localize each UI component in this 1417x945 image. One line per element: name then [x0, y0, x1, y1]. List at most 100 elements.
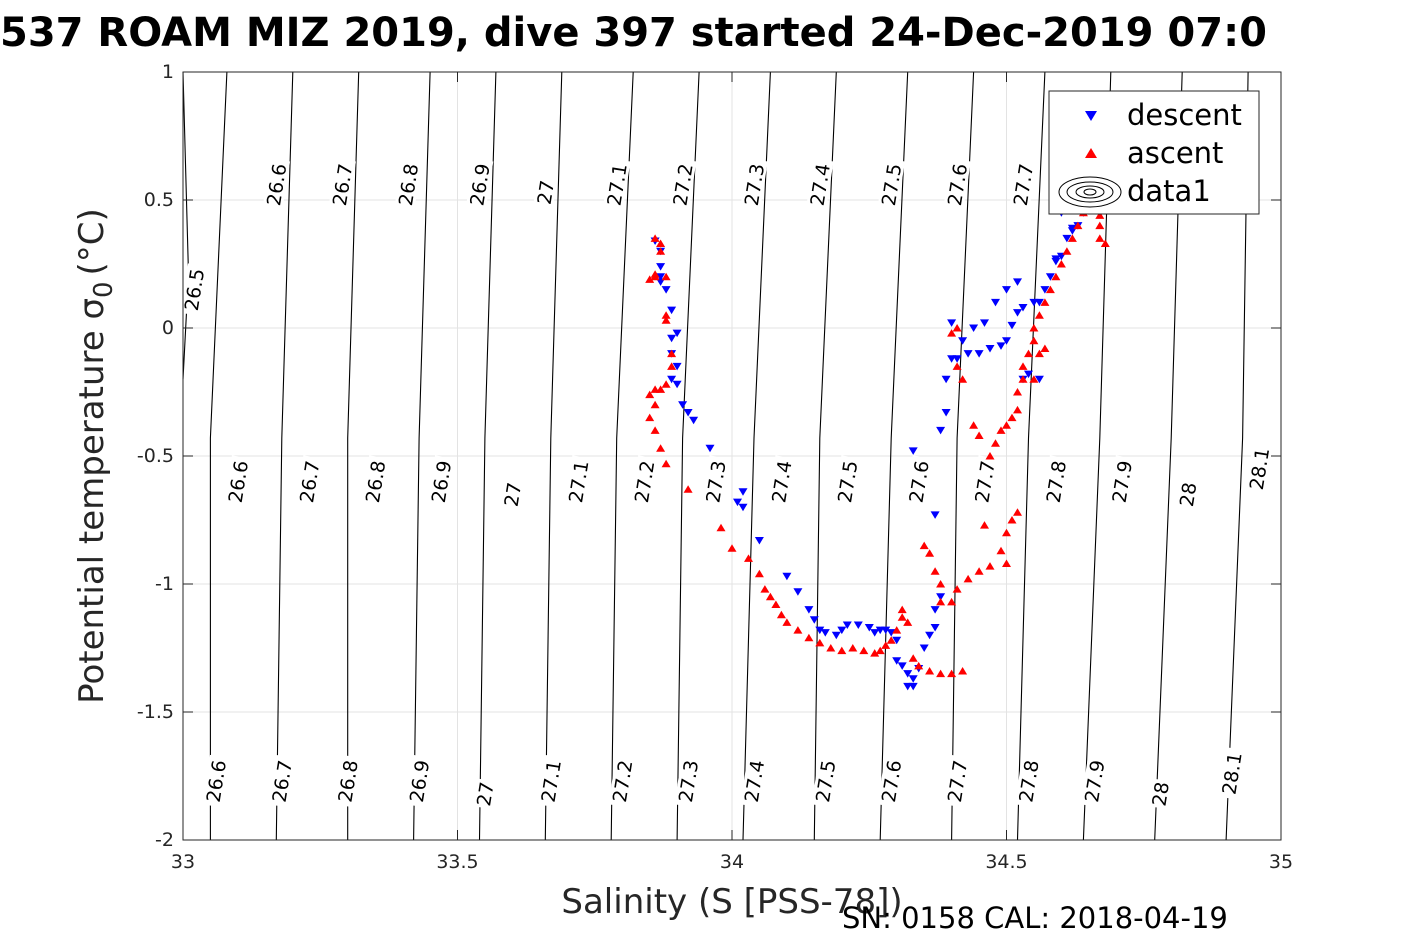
ascent-point: [661, 311, 671, 319]
isopycnal-label-bg: [405, 754, 433, 808]
ascent-point: [826, 644, 836, 652]
isopycnal-label: 27.5: [833, 455, 862, 508]
ascent-point: [1013, 388, 1022, 396]
isopycnal-label: 26.9: [405, 754, 434, 808]
isopycnal-label-bg: [394, 158, 422, 211]
isopycnal-line-27-7: [951, 71, 975, 841]
isopycnal-label-bg: [500, 479, 525, 510]
y-tick-label: -2: [155, 829, 174, 851]
x-tick-label: 33.5: [436, 851, 478, 873]
ascent-point: [1007, 516, 1017, 524]
isopycnal-label: 27.8: [1014, 754, 1044, 808]
ascent-point: [936, 580, 946, 588]
isopycnal-label-text: 27: [501, 481, 527, 508]
chart-title-group: 537 ROAM MIZ 2019, dive 397 started 24-D…: [0, 10, 1267, 56]
descent-point: [1024, 370, 1033, 379]
ascent-point: [1040, 298, 1050, 306]
isopycnal-label-bg: [943, 158, 971, 211]
y-tick-label: 1: [162, 61, 174, 83]
isopycnal-label-bg: [1009, 158, 1037, 211]
isopycnal-label-bg: [943, 754, 971, 808]
ascent-point: [947, 669, 957, 678]
isopycnal-label-bg: [1042, 455, 1070, 508]
ascent-point: [870, 649, 880, 657]
ascent-point: [1034, 349, 1044, 358]
ascent-point: [744, 554, 753, 562]
isopycnal-label-bg: [268, 754, 296, 808]
ascent-point: [716, 523, 726, 532]
legend-descent-marker: [1085, 111, 1097, 121]
ascent-point: [936, 597, 946, 606]
isopycnal-label-bg: [668, 158, 697, 211]
isopycnal-label: 26.5: [180, 263, 209, 316]
ascent-point: [930, 567, 940, 575]
ascent-point: [683, 485, 693, 493]
ascent-point: [650, 426, 660, 434]
isopycnal-label-bg: [1148, 778, 1173, 810]
isopycnal-line-27-5: [813, 71, 837, 841]
descent-point: [678, 401, 688, 409]
isopycnal-label-bg: [877, 158, 905, 211]
isopycnal-label-bg: [537, 754, 565, 808]
ascent-point: [985, 452, 995, 460]
descent-point: [870, 629, 880, 637]
ascent-point: [1045, 285, 1055, 294]
ascent-point: [947, 597, 957, 606]
ascent-point: [661, 380, 671, 388]
descent-point: [1034, 298, 1044, 307]
chart-title: 537 ROAM MIZ 2019, dive 397 started 24-D…: [0, 10, 1267, 56]
isopycnal-labels: 26.526.6 26.7 26.8 26.9 27 27.1 27.2 27.3 27.4 27…: [180, 158, 1274, 810]
isopycnal-label: 27.9: [1108, 455, 1137, 508]
ascent-point: [886, 636, 896, 644]
descent-point: [908, 675, 918, 683]
isopycnal-label: 27.4: [806, 158, 835, 211]
y-axis-ticks: -2 -1.5 -1 -0.5 0 0.5 1: [137, 61, 1281, 851]
descent-point: [930, 606, 940, 614]
descent-point: [683, 409, 693, 417]
ascent-point: [996, 546, 1006, 555]
y-tick-label: -1.5: [137, 701, 174, 723]
ascent-point: [892, 626, 902, 634]
isopycnal-label: 27.3: [701, 455, 731, 508]
descent-point: [672, 380, 682, 389]
ascent-point: [974, 431, 984, 439]
descent-point: [936, 426, 946, 435]
ascent-point: [1034, 311, 1044, 319]
isopycnal-line-26-6: [209, 71, 228, 840]
descent-point: [820, 629, 830, 637]
isopycnal-line-26-9: [413, 71, 431, 841]
ascent-point: [897, 605, 907, 614]
descent-point: [974, 350, 984, 358]
ascent-point: [958, 375, 968, 383]
isopycnal-label: 28.1: [1245, 442, 1274, 496]
y-axis-label-subscript: 0: [89, 281, 119, 298]
ascent-point: [1100, 239, 1110, 247]
descent-point: [897, 662, 907, 670]
descent-point: [1067, 224, 1077, 233]
ascent-point: [815, 638, 825, 647]
isopycnal-label-bg: [833, 455, 862, 508]
ascent-point: [837, 646, 847, 655]
ascent-point: [1095, 234, 1105, 242]
ascent-point: [1002, 559, 1011, 567]
ascent-point: [1056, 260, 1066, 268]
descent-point: [656, 263, 666, 271]
descent-point: [831, 631, 841, 640]
descent-point: [667, 334, 677, 343]
isopycnal-label: 27.4: [740, 754, 769, 808]
ascent-point: [947, 329, 957, 337]
isopycnal-label-bg: [602, 158, 631, 211]
ascent-point: [645, 275, 655, 283]
ascent-point: [656, 239, 666, 247]
ascent-point: [1040, 344, 1050, 352]
isopycnal-label-bg: [767, 455, 796, 508]
descent-point: [958, 337, 968, 345]
ascent-point: [661, 272, 671, 281]
ascent-point: [765, 592, 775, 601]
ascent-point: [1018, 362, 1028, 370]
isopycnal-label-bg: [701, 455, 730, 508]
descent-point: [892, 636, 902, 645]
isopycnal-label: 26.9: [427, 455, 456, 508]
ascent-point: [804, 633, 814, 642]
ascent-point: [667, 362, 677, 370]
